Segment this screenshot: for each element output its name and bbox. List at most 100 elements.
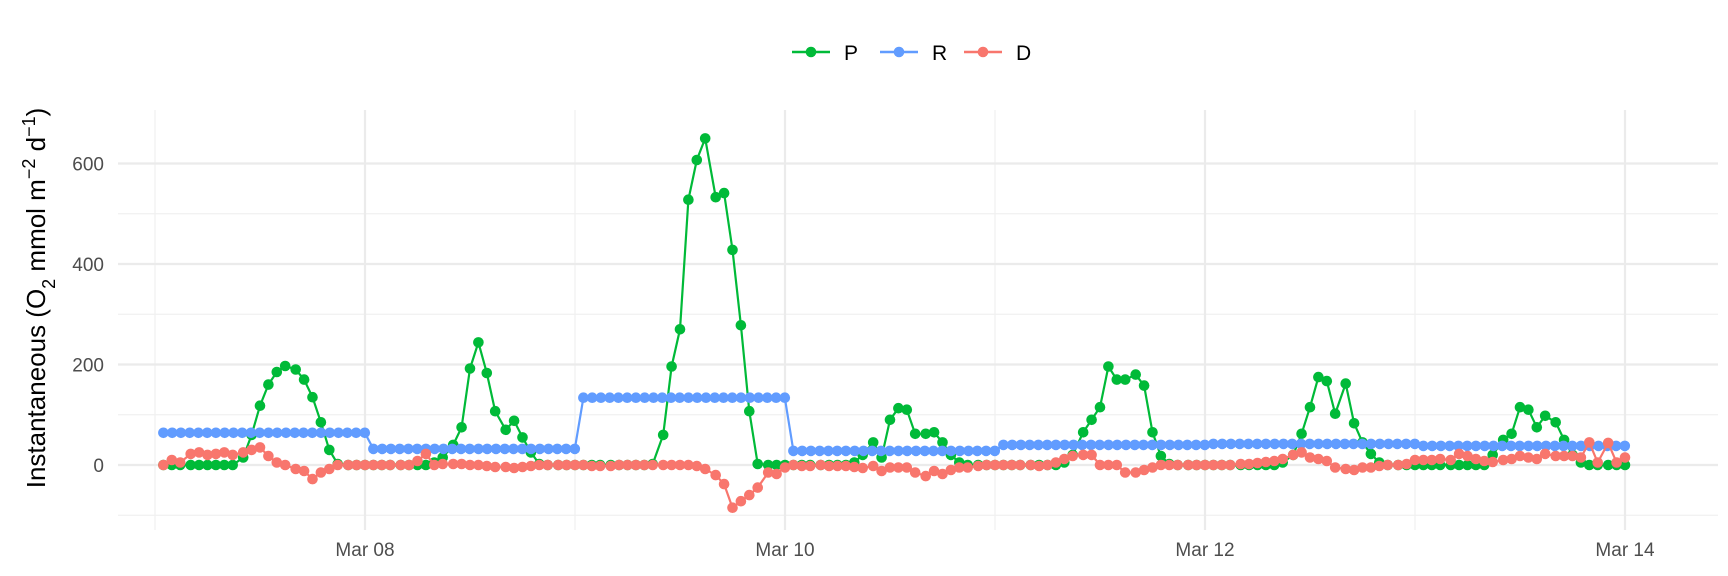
data-point-R	[674, 392, 685, 404]
data-point-R	[831, 445, 843, 457]
data-point-D	[1418, 454, 1429, 466]
data-point-P	[893, 402, 904, 414]
data-point-P	[1329, 408, 1341, 420]
data-point-R	[342, 427, 353, 439]
data-point-D	[1277, 453, 1288, 465]
data-point-D	[613, 459, 625, 471]
data-point-P	[657, 429, 669, 441]
data-point-P	[762, 459, 774, 471]
data-point-R	[1409, 438, 1421, 450]
y-tick-label: 0	[93, 456, 104, 477]
data-point-D	[1287, 449, 1299, 461]
data-point-D	[1357, 462, 1368, 473]
data-point-R	[210, 427, 222, 439]
data-point-D	[1487, 456, 1498, 468]
data-point-D	[1479, 455, 1490, 467]
data-point-D	[1611, 457, 1622, 468]
data-point-R	[1041, 439, 1053, 451]
data-point-D	[1130, 467, 1141, 478]
data-point-R	[656, 392, 668, 404]
data-point-D	[1224, 459, 1236, 471]
data-point-P	[1130, 369, 1141, 380]
data-point-D	[578, 459, 589, 471]
data-point-D	[1453, 448, 1465, 460]
data-point-D	[945, 464, 957, 476]
data-point-D	[227, 449, 238, 461]
data-point-D	[1014, 459, 1026, 471]
data-point-P	[1147, 427, 1158, 438]
data-point-P	[901, 404, 913, 416]
data-point-R	[849, 445, 860, 457]
data-point-D	[710, 469, 721, 481]
data-point-P	[735, 320, 747, 331]
data-point-R	[1111, 439, 1123, 451]
data-point-R	[1208, 438, 1219, 450]
data-point-D	[1172, 459, 1183, 471]
data-point-D	[1567, 450, 1578, 462]
data-point-P	[1462, 459, 1473, 471]
data-point-D	[1155, 459, 1167, 471]
data-point-D	[928, 465, 940, 477]
data-point-R	[1059, 439, 1070, 451]
data-point-P	[489, 405, 501, 417]
data-point-P	[1602, 459, 1614, 471]
data-point-R	[1426, 440, 1438, 452]
data-point-P	[271, 366, 283, 378]
data-point-R	[508, 443, 519, 455]
data-point-P	[254, 400, 266, 412]
x-tick-label: Mar 12	[1175, 540, 1234, 561]
data-point-R	[490, 443, 502, 455]
data-point-R	[814, 445, 825, 457]
data-point-D	[1401, 458, 1412, 470]
data-point-R	[552, 443, 563, 455]
data-point-P	[752, 458, 763, 470]
data-point-P	[227, 459, 238, 471]
data-point-R	[1313, 438, 1324, 450]
data-point-R	[762, 392, 773, 404]
data-point-R	[1470, 440, 1482, 452]
data-point-P	[744, 405, 755, 417]
y-axis-title-part: Instantaneous (O	[21, 289, 51, 488]
data-point-R	[1024, 439, 1035, 451]
series-P	[158, 133, 1631, 471]
data-point-P	[473, 337, 484, 348]
data-point-D	[263, 450, 274, 462]
data-point-R	[1357, 438, 1368, 450]
data-point-R	[823, 445, 834, 457]
data-point-D	[384, 459, 396, 471]
data-point-R	[1138, 439, 1149, 451]
data-point-R	[1190, 439, 1202, 451]
data-point-D	[666, 459, 677, 471]
y-axis-title-part: mmol m	[21, 179, 51, 279]
data-point-D	[972, 460, 984, 472]
data-point-R	[1182, 439, 1193, 451]
data-point-D	[1382, 459, 1393, 471]
data-point-R	[394, 443, 406, 455]
data-point-R	[1094, 439, 1105, 451]
x-tick-label: Mar 10	[755, 540, 814, 561]
data-point-R	[648, 392, 659, 404]
data-point-D	[464, 459, 476, 471]
data-point-P	[1155, 450, 1167, 462]
data-point-R	[1321, 438, 1333, 450]
data-point-R	[919, 445, 931, 457]
data-point-P	[1365, 448, 1377, 460]
series-R	[158, 392, 1631, 457]
data-point-R	[1619, 440, 1631, 452]
data-point-D	[376, 459, 388, 471]
data-point-D	[735, 495, 747, 507]
data-point-D	[1558, 450, 1570, 462]
data-point-P	[1103, 361, 1114, 372]
data-point-R	[1496, 440, 1508, 452]
data-point-R	[893, 445, 904, 457]
data-point-D	[1497, 454, 1509, 466]
data-point-R	[980, 445, 992, 457]
data-point-D	[489, 461, 501, 473]
data-point-D	[1006, 459, 1018, 471]
data-point-D	[1409, 454, 1421, 466]
data-point-R	[1488, 440, 1499, 452]
data-point-D	[1296, 447, 1307, 458]
data-point-D	[534, 459, 545, 471]
